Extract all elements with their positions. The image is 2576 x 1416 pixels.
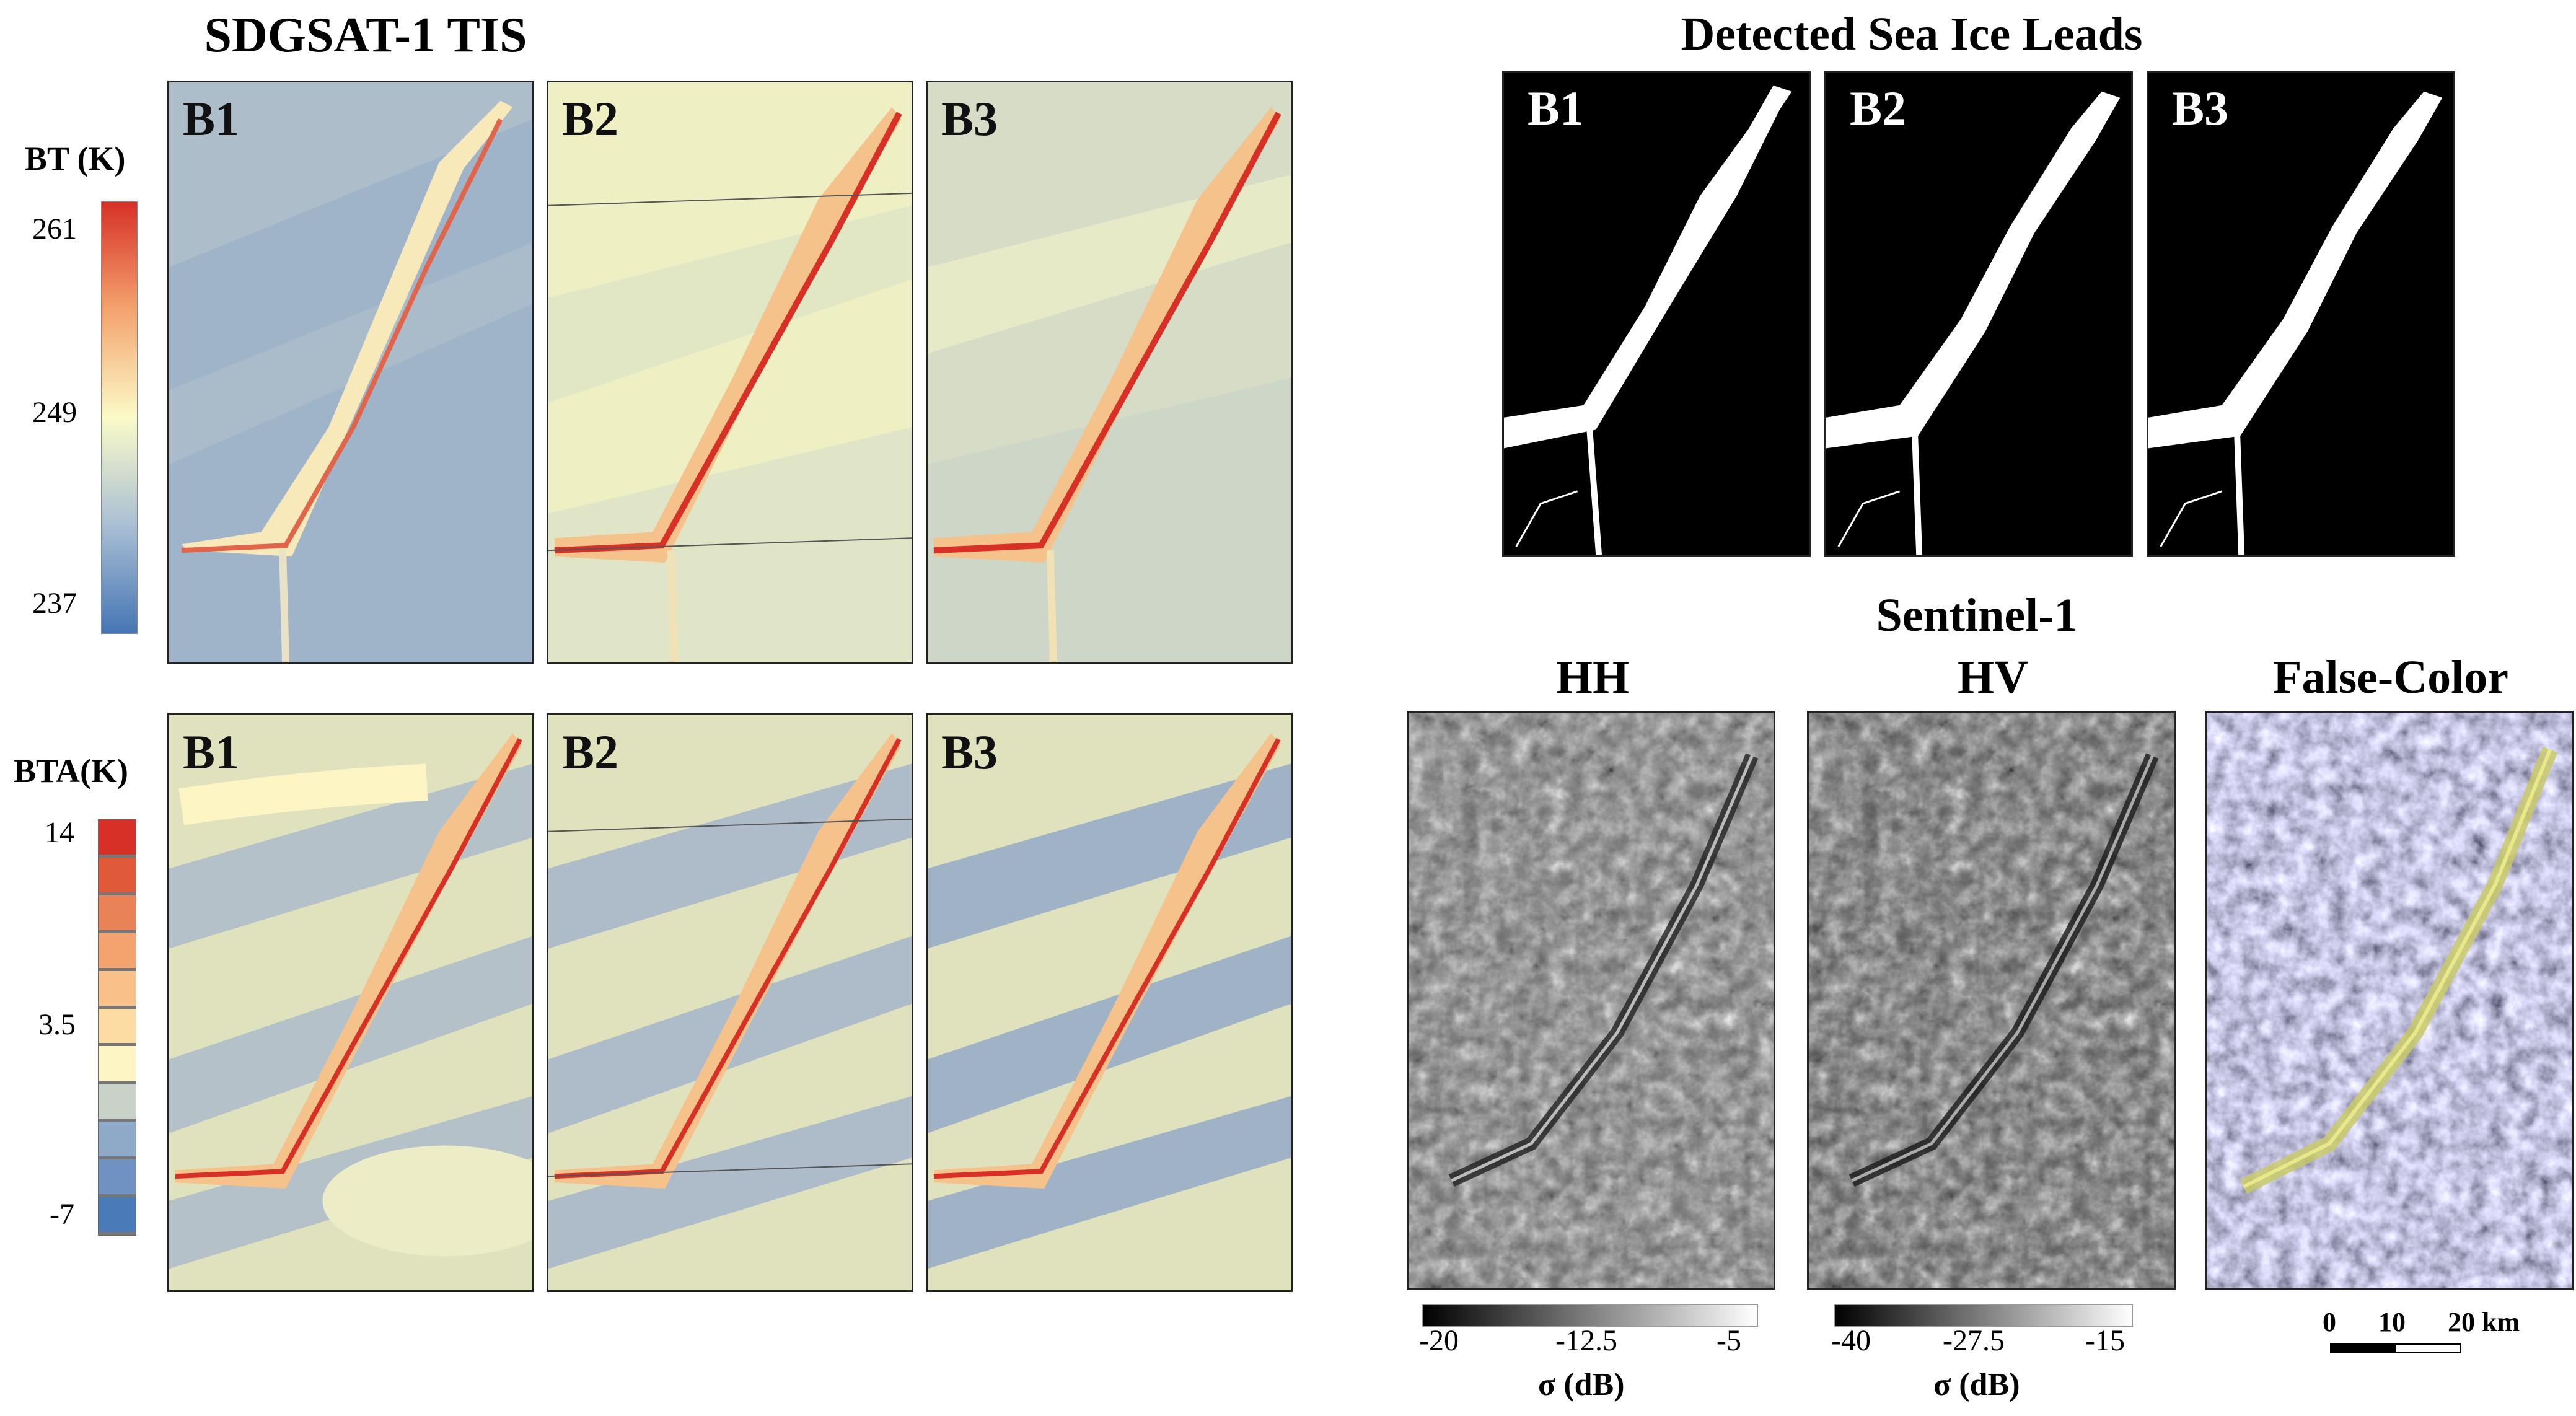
sentinel-title: Sentinel-1 [1876,589,2078,641]
bta-class-swatch [99,1122,136,1160]
bta-panel-b2: B2 [547,713,913,1292]
leads-title: Detected Sea Ice Leads [1681,8,2143,60]
scalebar [2330,1343,2461,1353]
bta-class-swatch [99,1008,136,1047]
bta-class-swatch [99,895,136,933]
bt-panel-b3: B3 [926,81,1293,664]
bta-colorbar [98,819,136,1236]
sar-panel-hh [1407,711,1775,1290]
bta-tick-low: -7 [50,1198,74,1231]
bta-class-swatch [99,970,136,1009]
bt-tick-high: 261 [32,213,77,245]
hh-colorbar [1422,1304,1758,1327]
bt-label-b1: B1 [183,92,240,146]
leads-panel-b2: B2 [1824,71,2133,557]
bta-tick-mid: 3.5 [38,1008,76,1041]
sar-panel-false-color [2205,711,2574,1290]
scalebar-label-10: 10 [2378,1307,2406,1337]
sentinel-label-hh: HH [1555,651,1630,703]
bt-panel-b2: B2 [547,81,913,664]
bta-class-swatch [99,1084,136,1122]
bt-panel-b1: B1 [167,81,534,664]
bta-panel-b1: B1 [167,713,534,1292]
sar-panel-hv [1807,711,2176,1290]
bta-panel-b3: B3 [926,713,1293,1292]
bta-class-swatch [99,933,136,971]
bta-class-swatch [99,1197,136,1235]
bta-class-swatch [99,1159,136,1198]
hh-tick-mid: -12.5 [1555,1324,1617,1357]
bta-class-swatch [99,1046,136,1084]
bt-tick-low: 237 [32,587,77,620]
leads-label-b3: B3 [2172,81,2229,135]
bta-class-swatch [99,820,136,858]
bta-colorbar-label: BTA(K) [14,752,128,789]
bta-label-b1: B1 [183,725,240,779]
scalebar-label-20: 20 km [2448,1307,2520,1337]
bta-label-b3: B3 [941,725,998,779]
hh-tick-min: -20 [1419,1324,1459,1357]
leads-panel-b1: B1 [1502,71,1811,557]
hv-tick-min: -40 [1831,1324,1871,1357]
bta-label-b2: B2 [562,725,619,779]
bta-class-swatch [99,857,136,895]
hh-unit: σ (dB) [1538,1367,1625,1402]
sentinel-label-hv: HV [1958,651,2028,703]
hv-colorbar [1834,1304,2133,1327]
hv-tick-mid: -27.5 [1943,1324,2005,1357]
leads-panel-b3: B3 [2147,71,2455,557]
scalebar-label-0: 0 [2323,1307,2336,1337]
bt-tick-mid: 249 [32,396,77,429]
bta-tick-high: 14 [45,816,74,849]
hh-tick-max: -5 [1717,1324,1741,1357]
bt-colorbar-label: BT (K) [25,140,126,177]
hv-unit: σ (dB) [1933,1367,2020,1402]
tis-title: SDGSAT-1 TIS [204,8,527,63]
bt-colorbar [101,201,138,634]
bt-label-b2: B2 [562,92,619,146]
hv-tick-max: -15 [2085,1324,2125,1357]
bt-label-b3: B3 [941,92,998,146]
leads-label-b1: B1 [1528,81,1585,135]
leads-label-b2: B2 [1850,81,1907,135]
sentinel-label-false-color: False-Color [2273,651,2508,703]
